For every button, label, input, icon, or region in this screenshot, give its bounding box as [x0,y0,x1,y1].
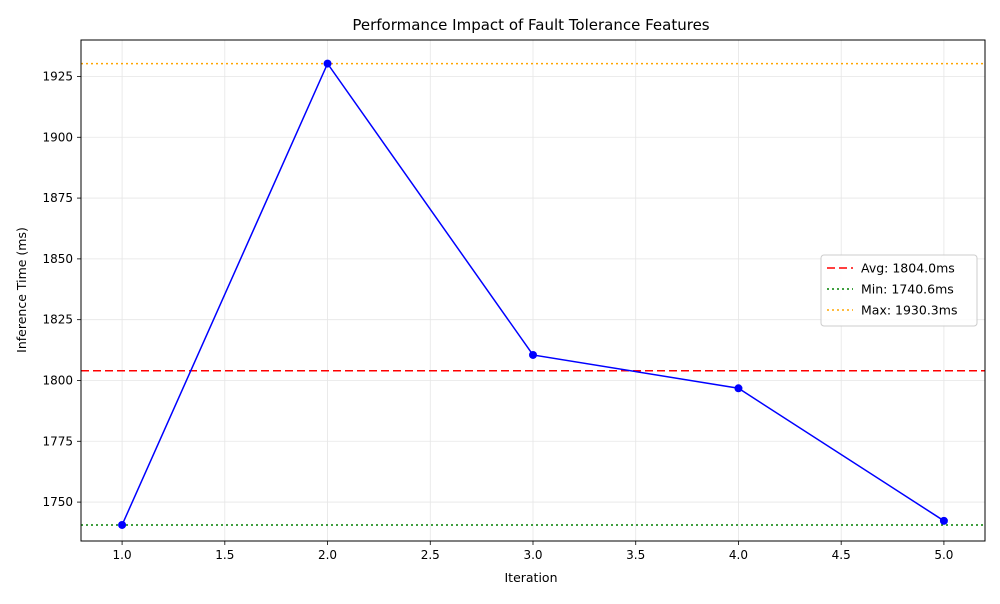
y-tick-label: 1825 [42,313,73,327]
grid [81,40,985,541]
y-tick-label: 1850 [42,252,73,266]
legend-box [820,254,978,327]
y-tick-label: 1750 [42,495,73,509]
legend-label: Avg: 1804.0ms [861,261,955,276]
y-tick-label: 1800 [42,373,73,387]
data-point [939,516,948,525]
data-point [323,59,332,68]
y-tick-label: 1875 [42,191,73,205]
x-tick-label: 3.0 [523,548,542,562]
y-axis-ticks: 1750 1775 1800 1825 1850 1875 1900 1925 [42,69,81,509]
reference-lines [81,62,985,526]
x-tick-label: 3.5 [626,548,645,562]
x-tick-label: 5.0 [934,548,953,562]
x-tick-label: 1.0 [113,548,132,562]
y-tick-label: 1900 [42,130,73,144]
series-layer [118,59,948,529]
data-point [529,350,537,359]
x-axis-label: Iteration [504,570,557,585]
x-tick-label: 2.5 [421,548,440,562]
data-point [118,520,127,529]
legend: Avg: 1804.0ms Min: 1740.6ms Max: 1930.3ms [820,254,978,327]
x-tick-label: 4.5 [832,548,851,562]
legend-label: Min: 1740.6ms [861,282,954,297]
x-tick-label: 4.0 [729,548,748,562]
y-tick-label: 1925 [42,69,73,83]
chart-title: Performance Impact of Fault Tolerance Fe… [352,16,709,34]
data-point [734,384,743,393]
legend-label: Max: 1930.3ms [861,303,957,318]
x-axis-ticks: 1.0 1.5 2.0 2.5 3.0 3.5 4.0 4.5 5.0 [113,541,953,562]
y-tick-label: 1775 [42,434,73,448]
x-tick-label: 1.5 [215,548,234,562]
x-tick-label: 2.0 [318,548,337,562]
y-axis-label: Inference Time (ms) [14,227,29,353]
